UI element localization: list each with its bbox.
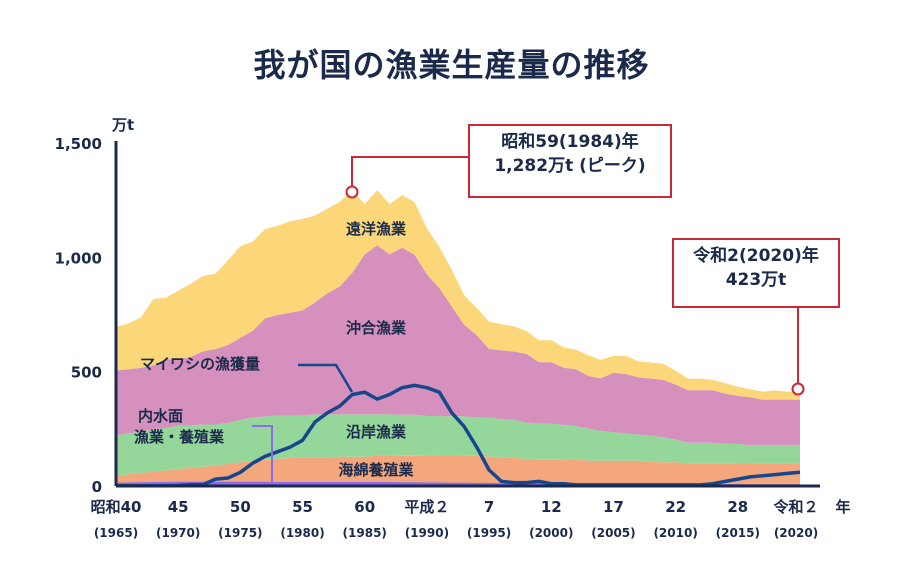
x-tick-year: (2020) [774, 526, 818, 540]
x-tick-label: 22 [665, 498, 686, 516]
x-tick-year: (1985) [343, 526, 387, 540]
x-tick-label: 28 [727, 498, 748, 516]
y-tick-label: 500 [71, 364, 102, 382]
latest-callout-line1: 令和2(2020)年 [693, 246, 819, 266]
label-kaimen: 海綿養殖業 [338, 461, 414, 479]
axes: 0 500 1,000 1,500 万t 昭和40 (1965) 45 (1970) 50 (197… [55, 116, 851, 540]
x-tick-year: (1990) [405, 526, 449, 540]
x-tick-label: 50 [230, 498, 251, 516]
x-tick-year: (1975) [218, 526, 262, 540]
peak-callout: 昭和59(1984)年 1,282万t (ピーク) [468, 124, 672, 198]
peak-marker [345, 185, 359, 199]
x-tick-year: (2000) [529, 526, 573, 540]
x-tick-year: (1980) [280, 526, 324, 540]
x-tick-label: 17 [603, 498, 624, 516]
label-engan: 沿岸漁業 [346, 423, 407, 441]
chart-title: 我が国の漁業生産量の推移 [253, 46, 650, 84]
area-kaimen [116, 454, 800, 486]
y-axis-unit: 万t [111, 116, 134, 134]
x-tick-label: 60 [354, 498, 375, 516]
iwashi-leader [298, 363, 354, 393]
label-naisui-1: 内水面 [138, 407, 183, 425]
stacked-areas [115, 190, 800, 487]
x-tick-label: 平成２ [404, 498, 449, 516]
area-engan [116, 414, 800, 476]
label-iwashi: マイワシの漁獲量 [140, 355, 260, 373]
x-tick-label: 45 [168, 498, 189, 516]
latest-callout: 令和2(2020)年 423万t [672, 238, 840, 308]
area-enyo [116, 190, 800, 400]
label-okiai: 沖合漁業 [346, 319, 407, 337]
label-naisui-2: 漁業・養殖業 [134, 428, 225, 446]
x-tick-year: (2010) [653, 526, 697, 540]
x-tick-label: 令和２ [773, 498, 818, 516]
area-okiai [116, 245, 800, 446]
x-tick-label: 55 [292, 498, 313, 516]
x-tick-year: (1965) [94, 526, 138, 540]
x-tick-year: (2005) [591, 526, 635, 540]
latest-callout-line2: 423万t [725, 270, 787, 290]
peak-callout-line1: 昭和59(1984)年 [501, 132, 639, 152]
y-tick-label: 1,000 [55, 249, 102, 267]
latest-marker [791, 382, 805, 396]
label-enyo: 遠洋漁業 [346, 220, 407, 238]
x-tick-year: (2015) [716, 526, 760, 540]
y-tick-label: 1,500 [55, 135, 102, 153]
x-tick-label: 7 [484, 498, 494, 516]
peak-connector [351, 156, 468, 188]
peak-callout-line2: 1,282万t (ピーク) [494, 156, 646, 176]
x-tick-label: 昭和40 [91, 498, 142, 516]
callout-lines [345, 156, 805, 396]
x-tick-label: 12 [541, 498, 562, 516]
x-axis-unit: 年 [835, 498, 850, 516]
y-tick-label: 0 [92, 478, 102, 496]
naisui-leader [252, 425, 273, 482]
x-tick-year: (1995) [467, 526, 511, 540]
x-tick-year: (1970) [156, 526, 200, 540]
